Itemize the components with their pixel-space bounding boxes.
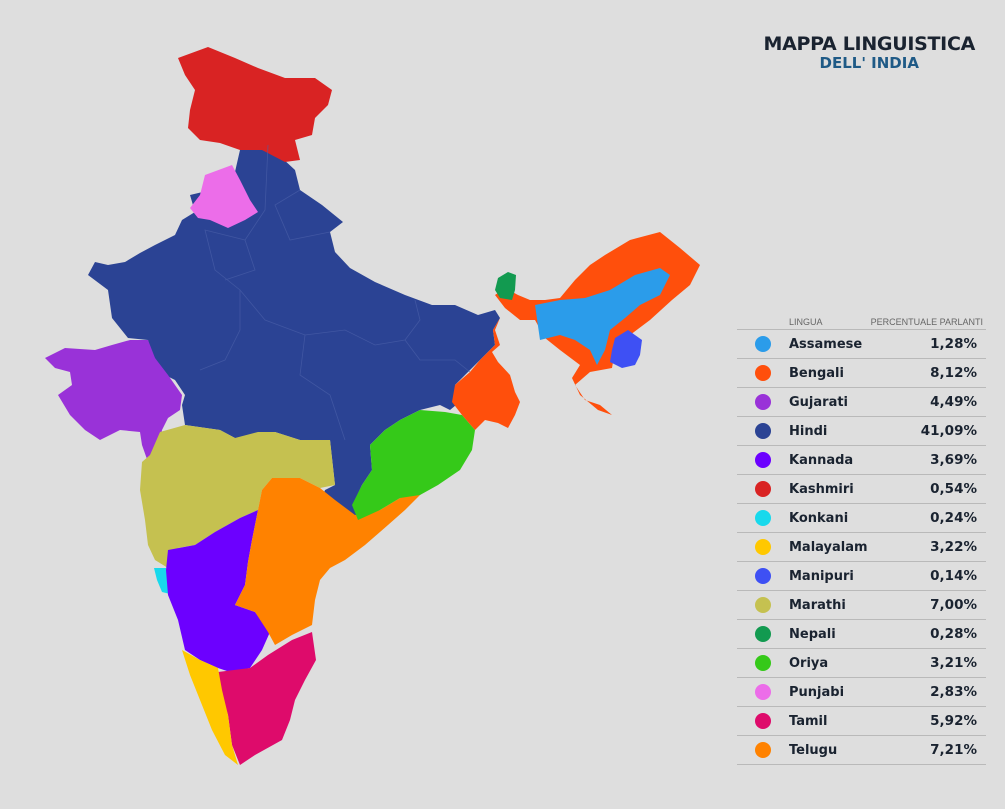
map-title-line2: DELL' INDIA (819, 54, 919, 72)
legend-color-dot (755, 713, 771, 729)
legend-language: Kashmiri (789, 481, 854, 497)
legend-language: Malayalam (789, 539, 868, 555)
legend-row: Oriya 3,21% (737, 649, 986, 678)
legend-header-percent: PERCENTUALE PARLANTI (870, 317, 983, 327)
legend-percent: 1,28% (930, 336, 977, 352)
legend-row: Konkani 0,24% (737, 504, 986, 533)
legend-row: Assamese 1,28% (737, 330, 986, 359)
legend-percent: 8,12% (930, 365, 977, 381)
legend-color-dot (755, 684, 771, 700)
legend-language: Konkani (789, 510, 849, 526)
legend-language: Assamese (789, 336, 863, 352)
legend-language: Punjabi (789, 684, 845, 700)
legend-percent: 4,49% (930, 394, 977, 410)
legend-percent: 5,92% (930, 713, 977, 729)
legend-language: Bengali (789, 365, 844, 381)
legend-language: Telugu (789, 742, 838, 758)
region-manipuri (610, 330, 642, 368)
legend-row: Marathi 7,00% (737, 591, 986, 620)
region-assamese (535, 268, 670, 365)
legend-language: Nepali (789, 626, 836, 642)
legend-color-dot (755, 568, 771, 584)
legend-color-dot (755, 452, 771, 468)
legend-color-dot (755, 539, 771, 555)
legend-percent: 3,21% (930, 655, 977, 671)
region-hindi (88, 145, 500, 525)
legend-percent: 0,24% (930, 510, 977, 526)
legend-percent: 2,83% (930, 684, 977, 700)
legend-percent: 0,28% (930, 626, 977, 642)
legend-color-dot (755, 394, 771, 410)
legend-color-dot (755, 742, 771, 758)
region-punjabi (190, 165, 258, 228)
region-gujarati (45, 340, 182, 462)
legend-percent: 7,00% (930, 597, 977, 613)
legend-row: Tamil 5,92% (737, 707, 986, 736)
legend-row: Gujarati 4,49% (737, 388, 986, 417)
region-tamil (218, 632, 316, 765)
legend-color-dot (755, 597, 771, 613)
legend-row: Kannada 3,69% (737, 446, 986, 475)
legend-row: Nepali 0,28% (737, 620, 986, 649)
region-telugu (235, 478, 425, 645)
map-title-line1: MAPPA LINGUISTICA (763, 33, 976, 55)
legend-color-dot (755, 626, 771, 642)
legend-percent: 0,14% (930, 568, 977, 584)
legend-row: Hindi 41,09% (737, 417, 986, 446)
legend-language: Hindi (789, 423, 828, 439)
legend-row: Punjabi 2,83% (737, 678, 986, 707)
legend-language: Gujarati (789, 394, 849, 410)
region-kannada (166, 510, 270, 672)
region-marathi (140, 425, 335, 568)
map-title: MAPPA LINGUISTICA DELL' INDIA (763, 33, 976, 72)
legend-row: Malayalam 3,22% (737, 533, 986, 562)
legend-language: Oriya (789, 655, 829, 671)
legend-color-dot (755, 510, 771, 526)
region-nepali (495, 272, 516, 300)
legend-percent: 41,09% (920, 423, 977, 439)
legend: LINGUA PERCENTUALE PARLANTI Assamese 1,28… (737, 308, 986, 765)
legend-color-dot (755, 336, 771, 352)
region-oriya (352, 410, 475, 520)
legend-row: Kashmiri 0,54% (737, 475, 986, 504)
legend-language: Kannada (789, 452, 854, 468)
legend-row: Manipuri 0,14% (737, 562, 986, 591)
legend-row: Bengali 8,12% (737, 359, 986, 388)
legend-percent: 0,54% (930, 481, 977, 497)
legend-row: Telugu 7,21% (737, 736, 986, 765)
region-malayalam (182, 650, 238, 765)
legend-color-dot (755, 481, 771, 497)
region-kashmiri (178, 47, 332, 162)
region-konkani (154, 568, 170, 594)
legend-color-dot (755, 365, 771, 381)
legend-percent: 3,22% (930, 539, 977, 555)
legend-percent: 7,21% (930, 742, 977, 758)
legend-percent: 3,69% (930, 452, 977, 468)
region-bengali-west (452, 318, 520, 430)
legend-language: Tamil (789, 713, 828, 729)
legend-color-dot (755, 655, 771, 671)
legend-header-language: LINGUA (789, 317, 823, 327)
legend-header: LINGUA PERCENTUALE PARLANTI (737, 308, 986, 330)
legend-color-dot (755, 423, 771, 439)
legend-language: Marathi (789, 597, 846, 613)
legend-language: Manipuri (789, 568, 854, 584)
